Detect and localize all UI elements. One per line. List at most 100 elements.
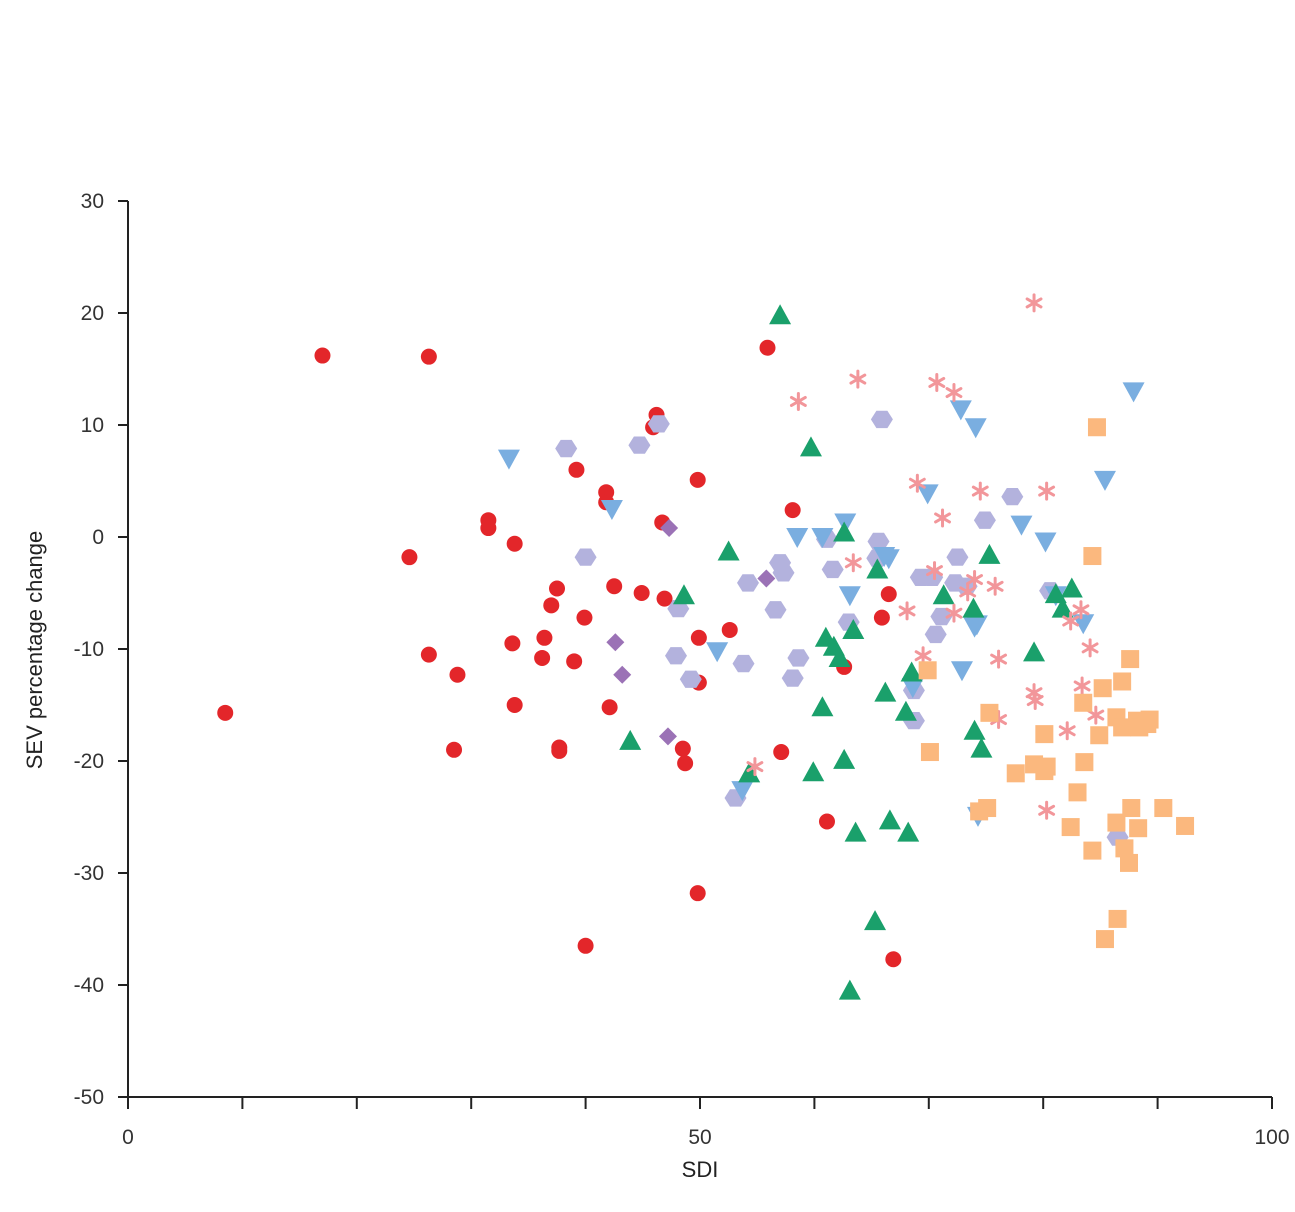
square-point [1087,418,1106,437]
hexagon-point [665,647,687,665]
triangle-down-point [731,781,754,802]
y-tick-label: -30 [74,862,104,885]
triangle-up-point [769,304,792,325]
y-tick-label: 20 [81,302,104,325]
triangle-up-point [894,700,917,721]
circle-point [577,937,594,954]
hexagon-point [647,415,670,433]
hexagon-point [867,532,890,551]
hexagon-point [821,560,844,579]
circle-point [656,590,673,607]
square-point [1074,693,1093,712]
triangle-up-point [1051,597,1074,618]
data-points [217,293,1195,1000]
square-point [1075,753,1094,772]
triangle-down-point [1122,382,1145,403]
triangle-up-point [842,618,865,639]
circle-point [885,951,902,968]
asterisk-point [1038,481,1056,501]
triangle-down-point [877,549,900,570]
triangle-down-point [1034,532,1057,553]
triangle-up-point [802,761,825,782]
triangle-down-point [834,513,857,534]
triangle-up-point [962,597,985,618]
triangle-down-point [497,449,520,470]
triangle-up-point [897,821,920,842]
hexagon-point [781,669,804,687]
triangle-down-point [1093,470,1116,491]
y-ticks: 30 20 10 0 -10 -20 -30 -40 -50 [74,190,128,1109]
square-point [1083,547,1102,566]
hexagon-point [772,564,795,582]
asterisk-point [1073,676,1091,696]
circle-point [536,629,553,646]
square-point [1122,799,1141,818]
circle-point [721,621,738,638]
asterisk-point [959,582,977,602]
hexagon-point [787,649,810,667]
circle-point [633,585,650,601]
square-point [1035,762,1054,781]
square-point [1068,783,1087,802]
y-tick-label: 30 [81,190,104,213]
asterisk-point [945,603,963,623]
hexagon-point [732,654,755,673]
diamond-point [660,519,679,538]
asterisk-point [1087,705,1105,725]
circle-point [677,755,694,772]
circle-point [480,520,497,537]
triangle-up-point [717,540,740,561]
asterisk-point [1026,691,1044,711]
asterisk-point [945,383,963,403]
square-point [1083,841,1102,860]
y-tick-label: 10 [81,414,104,437]
circle-point [420,348,437,365]
x-tick-label: 0 [122,1126,134,1149]
square-point [1140,710,1159,729]
asterisk-point [971,481,989,501]
hexagon-point [555,439,578,458]
asterisk-point [1025,293,1043,313]
triangle-up-point [738,762,761,783]
diamond-point [658,727,677,746]
square-point [920,743,939,762]
triangle-up-point [1044,583,1067,604]
triangle-down-point [706,642,729,663]
square-point [978,799,997,818]
circle-point [420,646,437,663]
hexagon-point [628,436,651,454]
triangle-up-point [833,521,856,542]
asterisk-point [1038,800,1056,820]
triangle-down-point [838,586,861,607]
hexagon-point [870,410,893,429]
hexagon-point [764,601,787,619]
diamond-point [757,569,776,588]
square-point [1121,650,1140,669]
diamond-point [606,633,625,652]
triangle-up-point [844,821,867,842]
y-axis-title: SEV percentage change [22,531,47,770]
triangle-down-point [949,400,972,421]
square-point [1129,819,1148,838]
triangle-down-point [600,500,623,520]
asterisk-point [934,508,951,528]
square-point [1095,930,1114,949]
asterisk-point [1058,721,1076,741]
square-point [1108,909,1127,928]
square-point [1107,813,1126,832]
square-point [1115,839,1134,858]
square-point [1113,718,1132,737]
triangle-up-point [963,719,986,740]
asterisk-point [908,473,926,493]
triangle-down-point [916,484,939,505]
circle-point [506,697,523,713]
hexagon-point [679,670,702,688]
asterisk-point [914,646,932,666]
square-point [1090,726,1109,745]
circle-point [576,609,593,626]
triangle-up-point [1060,577,1083,598]
triangle-down-point [1010,515,1033,536]
hexagon-point [973,511,996,529]
triangle-up-point [1023,641,1046,662]
